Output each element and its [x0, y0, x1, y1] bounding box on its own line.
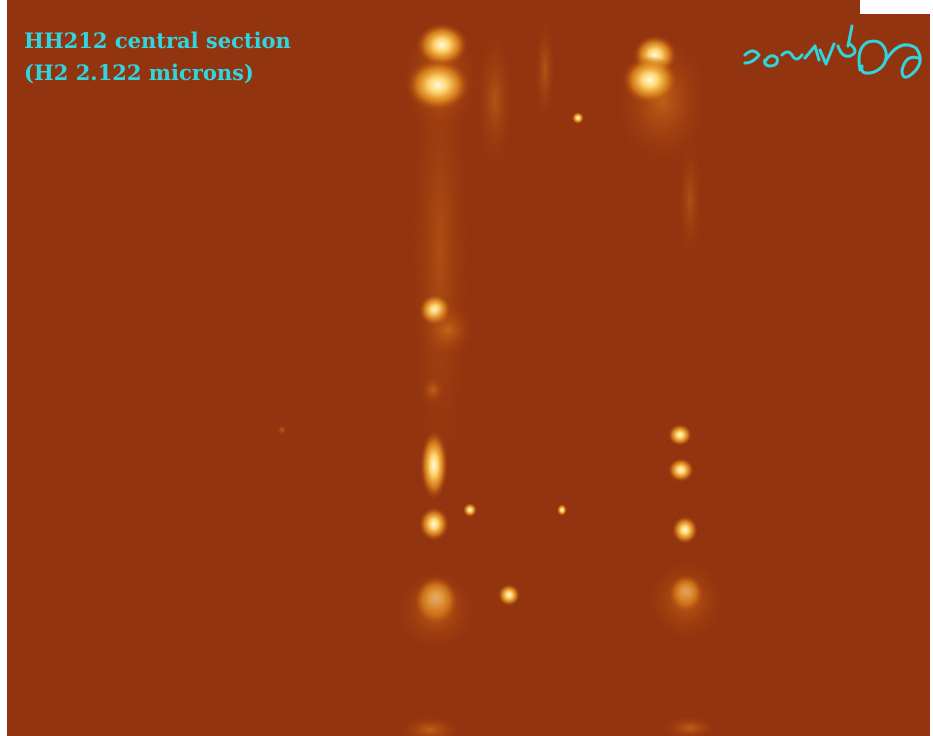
caption-line: (H2 2.122 microns): [24, 60, 254, 85]
astronomy-image: HH212 central section (H2 2.122 microns): [0, 0, 933, 736]
border: [860, 0, 933, 14]
caption-line: HH212 central section: [24, 28, 291, 53]
